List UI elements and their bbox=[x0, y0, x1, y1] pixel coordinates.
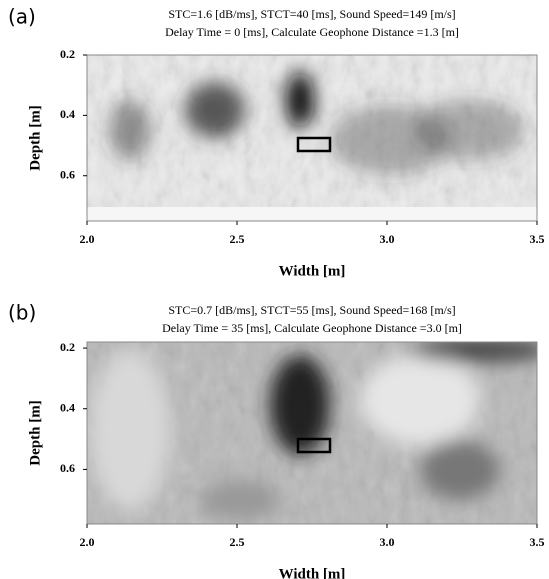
x-axis-label: Width [m] bbox=[279, 566, 346, 579]
y-tick-label: 0.4 bbox=[60, 107, 75, 121]
panel-label: (b) bbox=[8, 301, 36, 325]
x-tick-label: 3.5 bbox=[530, 232, 545, 246]
x-axis-label: Width [m] bbox=[279, 263, 346, 279]
y-tick-label: 0.2 bbox=[60, 340, 75, 354]
x-tick-label: 2.5 bbox=[230, 535, 245, 549]
image-b bbox=[87, 342, 537, 524]
x-tick-label: 2.5 bbox=[230, 232, 245, 246]
x-tick-label: 3.0 bbox=[380, 535, 395, 549]
plot-frame bbox=[86, 54, 538, 222]
chart-title: Delay Time = 35 [ms], Calculate Geophone… bbox=[162, 321, 462, 335]
y-axis-label: Depth [m] bbox=[27, 400, 43, 465]
x-tick-label: 3.5 bbox=[530, 535, 545, 549]
y-tick-label: 0.2 bbox=[60, 47, 75, 61]
highlight-box bbox=[296, 136, 332, 153]
chart-title: Delay Time = 0 [ms], Calculate Geophone … bbox=[165, 25, 459, 39]
chart-title: STC=0.7 [dB/ms], STCT=55 [ms], Sound Spe… bbox=[168, 303, 455, 317]
y-tick-label: 0.6 bbox=[60, 461, 75, 475]
x-tick-label: 3.0 bbox=[380, 232, 395, 246]
x-tick-label: 2.0 bbox=[80, 535, 95, 549]
panel-label: (a) bbox=[8, 5, 36, 29]
y-tick-label: 0.4 bbox=[60, 400, 75, 414]
highlight-box bbox=[296, 437, 332, 454]
chart-title: STC=1.6 [dB/ms], STCT=40 [ms], Sound Spe… bbox=[168, 7, 455, 21]
y-axis-label: Depth [m] bbox=[27, 105, 43, 170]
x-tick-label: 2.0 bbox=[80, 232, 95, 246]
plot-frame bbox=[86, 341, 538, 525]
y-tick-label: 0.6 bbox=[60, 167, 75, 181]
